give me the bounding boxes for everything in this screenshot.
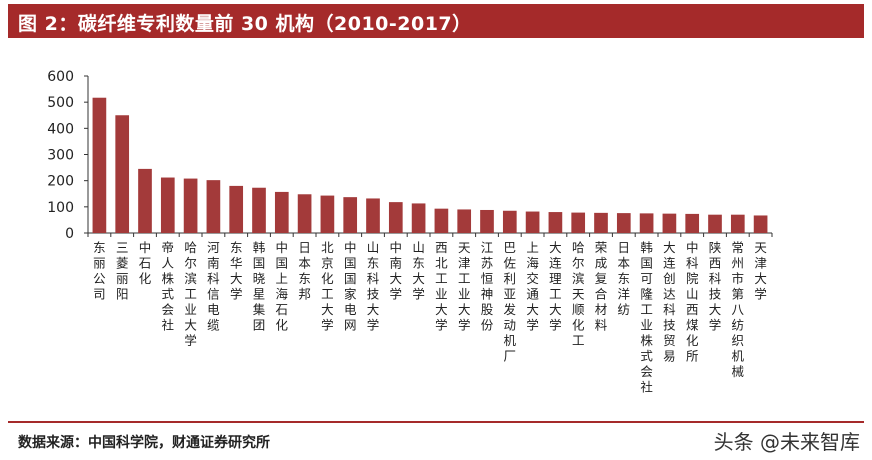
- bar: [160, 177, 175, 233]
- bar: [138, 168, 152, 233]
- category-label: 三菱丽阳: [116, 240, 129, 302]
- y-tick-label: 0: [65, 226, 74, 242]
- category-label: 天津大学: [754, 240, 767, 302]
- category-label: 常州市第八纺织机械: [732, 240, 745, 379]
- bar: [730, 214, 745, 233]
- category-label: 中科院山西煤化所: [686, 240, 699, 364]
- category-label: 中国上海石化: [276, 240, 289, 333]
- category-label: 中石化: [139, 240, 152, 286]
- bar: [548, 212, 563, 233]
- bar: [502, 210, 517, 233]
- category-label: 韩国晓星集团: [253, 240, 266, 333]
- y-tick-label: 500: [47, 95, 74, 111]
- source-note: 数据来源：中国科学院，财通证券研究所: [18, 435, 270, 451]
- y-tick-label: 300: [47, 148, 74, 164]
- category-label: 中南大学: [390, 240, 403, 302]
- category-label: 中国国家电网: [344, 240, 357, 333]
- bar: [92, 97, 107, 234]
- bar: [252, 187, 266, 233]
- watermark: 头条 @未来智库: [713, 430, 860, 454]
- bar: [639, 213, 654, 233]
- category-label: 日本东邦: [298, 240, 311, 302]
- category-label: 天津工业大学: [458, 240, 471, 333]
- y-tick-label: 100: [47, 200, 74, 216]
- bar: [594, 212, 608, 233]
- category-label: 江苏恒神股份: [481, 240, 494, 333]
- category-label: 东丽公司: [93, 240, 106, 302]
- category-label: 哈尔滨天顺化工: [572, 240, 585, 348]
- category-label: 上海交通大学: [526, 240, 539, 333]
- bar: [343, 197, 358, 233]
- bar-chart: 0 100 200 300 400 500 600 东丽公司三菱丽阳中石化帝人株式会社哈尔滨工…: [47, 69, 773, 395]
- category-label: 北京化工大学: [321, 240, 334, 333]
- bar: [434, 208, 449, 233]
- bar: [753, 215, 768, 233]
- bar: [685, 213, 700, 233]
- category-label: 河南科信电缆: [207, 240, 220, 333]
- bar: [708, 214, 722, 233]
- bar: [115, 115, 130, 233]
- y-tick-label: 200: [47, 174, 74, 190]
- bar: [662, 213, 677, 233]
- bar: [616, 213, 631, 233]
- bottom-divider: [8, 421, 864, 423]
- bar: [320, 195, 335, 233]
- bar: [183, 178, 198, 233]
- bar: [571, 212, 586, 233]
- category-label: 韩国可隆工业株式会社: [640, 240, 653, 395]
- bar: [525, 211, 540, 233]
- category-label: 帝人株式会社: [162, 240, 175, 333]
- y-tick-label: 600: [47, 69, 74, 85]
- bar: [366, 198, 380, 233]
- bar: [229, 185, 244, 233]
- category-label: 山东大学: [412, 240, 425, 302]
- bar: [297, 194, 312, 233]
- category-label: 西北工业大学: [435, 240, 448, 333]
- category-label: 日本东洋纺: [618, 240, 631, 317]
- category-label: 哈尔滨工业大学: [184, 240, 197, 348]
- bar: [457, 209, 472, 233]
- bar: [388, 202, 403, 233]
- category-label: 陕西科技大学: [709, 240, 722, 333]
- y-tick-label: 400: [47, 121, 74, 137]
- bar: [274, 191, 289, 233]
- category-label: 荣成复合材料: [595, 240, 608, 333]
- category-label: 山东科技大学: [367, 240, 380, 333]
- category-label: 大连创达科技贸易: [663, 240, 676, 364]
- category-label: 东华大学: [230, 240, 243, 302]
- figure-title-bar: 图 2：碳纤维专利数量前 30 机构（2010-2017）: [8, 4, 864, 38]
- figure-title: 图 2：碳纤维专利数量前 30 机构（2010-2017）: [18, 13, 472, 35]
- category-label: 巴佐利亚发动机厂: [504, 240, 517, 364]
- bar: [480, 209, 494, 233]
- category-label: 大连理工大学: [549, 240, 562, 333]
- bar: [411, 203, 426, 233]
- bar: [206, 180, 221, 233]
